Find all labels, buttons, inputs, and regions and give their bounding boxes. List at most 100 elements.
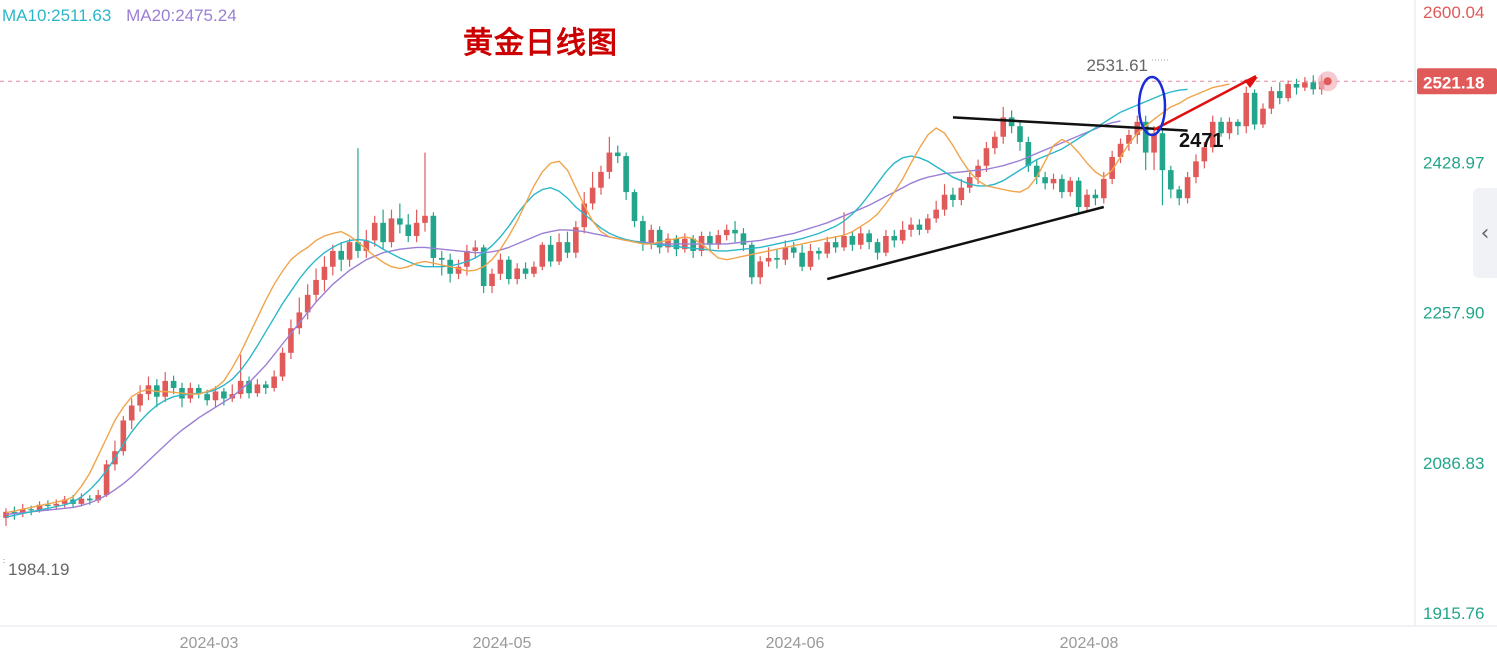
x-tick-label: 2024-03 (180, 635, 239, 652)
candle-body (732, 229, 738, 234)
candle-body (19, 509, 26, 513)
ma10-line (5, 88, 1188, 518)
uptrend-arrow-head (1244, 77, 1258, 88)
candle-body (355, 242, 361, 251)
y-tick-label: 2086.83 (1423, 454, 1484, 473)
high-price-label: 2531.61 (1087, 56, 1148, 75)
candle-body (933, 209, 939, 219)
candle-body (883, 236, 889, 253)
candle-body (1218, 121, 1224, 134)
ma-legend: MA10:2511.63 MA20:2475.24 (2, 6, 247, 26)
candle-body (874, 242, 881, 253)
resistance-trendline (952, 116, 1188, 132)
candle-body (539, 244, 546, 267)
candle-body (1126, 134, 1132, 144)
candle-body (866, 233, 872, 243)
candle-body (464, 250, 470, 267)
candle-body (53, 503, 60, 506)
candle-body (137, 394, 143, 406)
candle-body (564, 242, 571, 253)
candle-body (271, 376, 277, 388)
candle-body (304, 294, 311, 313)
uptrend-arrow-line (1153, 75, 1257, 131)
candle-body (388, 218, 395, 243)
support-trendline (826, 205, 1105, 281)
candle-body (631, 192, 638, 222)
candle-body (573, 227, 579, 253)
candle-body (1067, 180, 1074, 193)
candle-body (824, 242, 831, 254)
ma20-line (5, 120, 1121, 516)
candle-body (522, 268, 529, 274)
candle-body (430, 215, 437, 258)
candle-body (204, 394, 210, 401)
candle-body (799, 252, 805, 267)
candle-body (296, 312, 303, 329)
candle-body (321, 266, 328, 280)
candle-body (547, 244, 554, 262)
ma5-line (5, 83, 1230, 514)
candle-body (1109, 156, 1115, 179)
current-price-label: 2521.18 (1423, 73, 1484, 92)
candle-body (790, 247, 797, 253)
candle-body (556, 242, 562, 262)
candle-body (120, 420, 127, 452)
candle-body (966, 177, 973, 188)
candle-body (279, 352, 286, 377)
candle-body (363, 240, 370, 251)
x-tick-label: 2024-08 (1060, 635, 1119, 652)
candle-body (1268, 91, 1275, 109)
candle-body (1050, 178, 1057, 184)
candle-body (237, 380, 244, 395)
candle-body (1100, 178, 1107, 199)
candle-body (581, 203, 588, 228)
candle-body (606, 152, 613, 172)
candle-body (665, 238, 671, 248)
candle-body (723, 229, 730, 236)
candle-body (757, 261, 763, 278)
candle-body (455, 266, 462, 274)
candles-group (3, 75, 1325, 526)
candle-body (1000, 117, 1007, 137)
candle-body (774, 257, 780, 260)
candle-body (36, 504, 43, 511)
candle-body (832, 242, 839, 248)
chart-title: 黄金日线图 (463, 26, 618, 61)
candle-body (623, 156, 629, 193)
x-tick-label: 2024-06 (766, 635, 825, 652)
candle-body (950, 194, 956, 200)
candle-body (916, 224, 923, 230)
candle-body (1276, 91, 1283, 99)
side-panel-toggle[interactable]: ‹ (1473, 188, 1497, 278)
candle-body (749, 244, 755, 278)
y-tick-label: 1915.76 (1423, 604, 1484, 623)
candle-body (1059, 178, 1065, 193)
candle-body (1226, 121, 1233, 134)
candle-body (380, 222, 386, 243)
candle-body (397, 218, 403, 225)
candle-body (1285, 84, 1291, 99)
candle-body (1075, 180, 1082, 208)
y-tick-label: 2257.90 (1423, 304, 1484, 323)
candle-body (254, 384, 261, 394)
candle-body (598, 171, 604, 188)
current-price-tag (1417, 68, 1497, 95)
candle-body (103, 464, 110, 496)
candle-body (1209, 121, 1216, 148)
candle-body (1251, 92, 1258, 125)
candle-body (656, 229, 663, 248)
candle-body (589, 187, 596, 204)
breakout-ellipse (1137, 75, 1167, 137)
candle-body (958, 187, 965, 200)
candle-body (1302, 82, 1308, 88)
candle-body (472, 247, 479, 251)
candle-body (1193, 161, 1199, 178)
y-tick-label: 2600.04 (1423, 3, 1484, 22)
candle-body (405, 224, 412, 237)
candle-body (1293, 84, 1300, 88)
candle-body (908, 224, 914, 230)
candle-body (992, 136, 998, 149)
candle-body (1243, 92, 1250, 127)
